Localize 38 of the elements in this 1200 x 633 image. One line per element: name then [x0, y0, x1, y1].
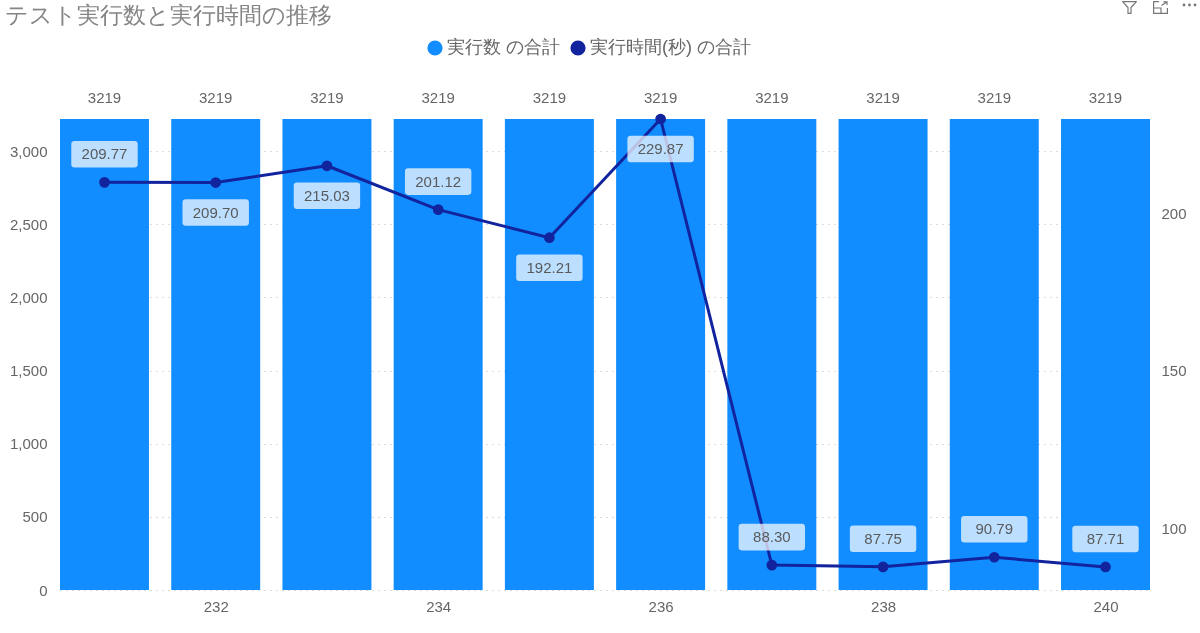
- data-label: 192.21: [526, 258, 573, 276]
- data-label: 229.87: [637, 140, 684, 157]
- data-label: 88.30: [753, 528, 791, 546]
- data-label: 3219: [199, 89, 233, 106]
- chart-title: テスト実行数と実行時間の推移: [5, 2, 332, 28]
- y2-tick-label: 150: [1161, 362, 1187, 380]
- y-tick-label: 1,000: [9, 435, 48, 453]
- legend-label: 実行数 の合計: [447, 37, 561, 57]
- x-tick-label: 234: [426, 597, 452, 615]
- y-tick-label: 2,500: [9, 215, 48, 233]
- data-label: 215.03: [303, 186, 350, 204]
- data-label: 209.77: [81, 145, 128, 163]
- data-label: 209.70: [192, 203, 239, 221]
- data-label: 3219: [532, 89, 567, 106]
- data-label: 3219: [643, 89, 678, 106]
- data-label: 3219: [87, 89, 122, 106]
- data-label: 3219: [1088, 89, 1123, 106]
- y2-tick-label: 200: [1161, 204, 1187, 222]
- data-label: 3219: [755, 89, 789, 106]
- y-tick-label: 1,500: [9, 362, 48, 380]
- y-tick-label: 500: [22, 508, 48, 526]
- data-label: 90.79: [975, 520, 1014, 538]
- data-label: 3219: [310, 89, 344, 106]
- legend-label: 実行時間(秒) の合計: [590, 37, 751, 57]
- x-tick-label: 240: [1093, 597, 1119, 615]
- data-label: 201.12: [415, 172, 462, 190]
- y-tick-label: 3,000: [9, 142, 48, 160]
- x-tick-label: 238: [871, 597, 897, 615]
- x-tick-label: 236: [648, 597, 674, 615]
- x-tick-label: 232: [203, 597, 229, 615]
- y-tick-label: 0: [39, 581, 48, 599]
- data-label: 3219: [866, 89, 900, 106]
- data-label: 87.71: [1086, 529, 1125, 547]
- data-label: 3219: [421, 89, 455, 106]
- data-label: 87.75: [864, 529, 902, 547]
- data-label: 3219: [977, 89, 1011, 106]
- y-tick-label: 2,000: [9, 288, 48, 306]
- y2-tick-label: 100: [1161, 519, 1187, 537]
